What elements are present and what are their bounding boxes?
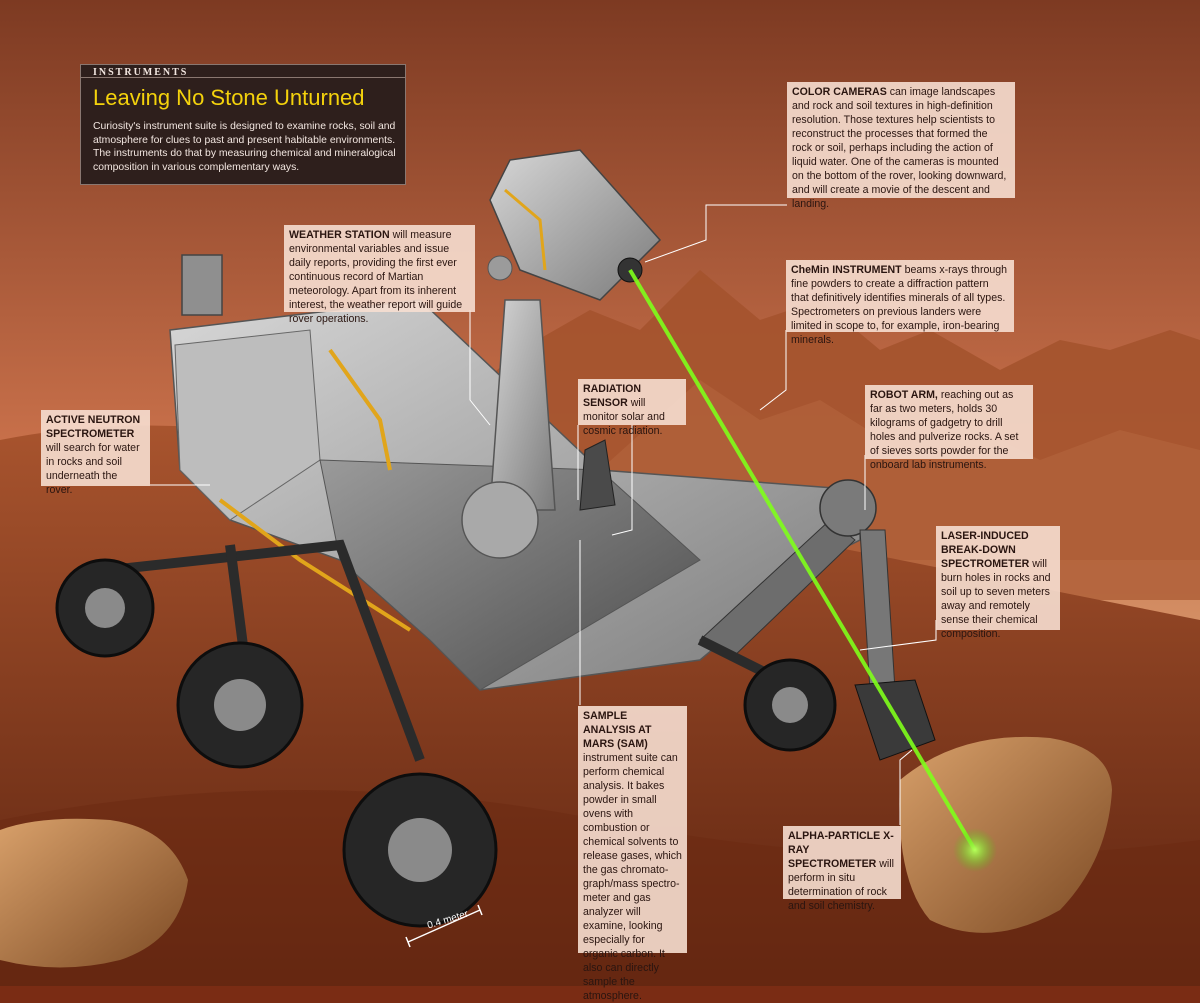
rover-wheels bbox=[55, 558, 837, 928]
callout-text: will measure environmental variables and… bbox=[289, 229, 463, 325]
callout-title: SAMPLE ANALYSIS AT MARS (SAM) bbox=[583, 710, 652, 750]
target-rock bbox=[899, 736, 1112, 933]
laser-beam bbox=[628, 268, 977, 852]
callout-text: reaching out as far as two meters, holds… bbox=[870, 389, 1019, 471]
callout-title: CheMin INSTRUMENT bbox=[791, 264, 902, 276]
rover bbox=[109, 149, 936, 762]
section-kicker: INSTRUMENTS bbox=[93, 67, 189, 78]
callout-chemin: CheMin INSTRUMENT beams x-rays through f… bbox=[786, 260, 1014, 346]
callout-title: ROBOT ARM, bbox=[870, 389, 938, 401]
callout-title: COLOR CAMERAS bbox=[792, 86, 887, 98]
callout-neutron-spectrometer: ACTIVE NEUTRON SPECTROMETER will search … bbox=[41, 410, 150, 496]
callout-title: WEATHER STATION bbox=[289, 229, 390, 241]
callout-robot-arm: ROBOT ARM, reaching out as far as two me… bbox=[865, 385, 1033, 471]
callout-title: RADIATION SENSOR bbox=[583, 383, 642, 409]
scale-bar bbox=[405, 904, 483, 948]
callout-text: beams x-rays through fine powders to cre… bbox=[791, 264, 1008, 346]
leader-lines bbox=[150, 204, 937, 825]
callout-title: ACTIVE NEUTRON SPECTROMETER bbox=[46, 414, 141, 440]
callout-radiation-sensor: RADIATION SENSOR will monitor solar and … bbox=[578, 379, 686, 437]
callout-text: will burn holes in rocks and soil up to … bbox=[941, 558, 1051, 640]
intro-text: Curiosity's instrument suite is designed… bbox=[93, 121, 396, 173]
radiation-sensor-part bbox=[579, 439, 616, 511]
callout-title: LASER-INDUCED BREAK-DOWN SPECTROMETER bbox=[941, 530, 1030, 570]
callout-laser-spectrometer: LASER-INDUCED BREAK-DOWN SPECTROMETER wi… bbox=[936, 526, 1060, 640]
arm-turret bbox=[854, 679, 936, 761]
left-rock bbox=[0, 818, 188, 968]
header-rule bbox=[81, 77, 405, 78]
callout-text: instrument suite can perform chemical an… bbox=[583, 752, 682, 1002]
callout-color-cameras: COLOR CAMERAS can image landscapes and r… bbox=[787, 82, 1015, 210]
callout-text: will search for water in rocks and soil … bbox=[46, 442, 140, 496]
callout-text: can image landscapes and rock and soil t… bbox=[792, 86, 1007, 210]
rtg-unit bbox=[181, 254, 223, 316]
laser-impact-glow bbox=[953, 828, 997, 872]
camera-mast bbox=[489, 299, 556, 511]
mast-camera-head bbox=[489, 149, 662, 301]
page-title: Leaving No Stone Unturned bbox=[93, 85, 365, 110]
callout-weather-station: WEATHER STATION will measure environment… bbox=[284, 225, 475, 325]
callout-sam: SAMPLE ANALYSIS AT MARS (SAM) instrument… bbox=[578, 706, 687, 1002]
callout-text: will monitor solar and cosmic radiation. bbox=[583, 397, 665, 437]
callout-text: will perform in situ determination of ro… bbox=[788, 858, 894, 912]
callout-title: ALPHA-PARTICLE X-RAY SPECTROMETER bbox=[788, 830, 894, 870]
callout-apxs: ALPHA-PARTICLE X-RAY SPECTROMETER will p… bbox=[783, 826, 901, 912]
header-panel: INSTRUMENTS Leaving No Stone Unturned Cu… bbox=[80, 64, 406, 185]
